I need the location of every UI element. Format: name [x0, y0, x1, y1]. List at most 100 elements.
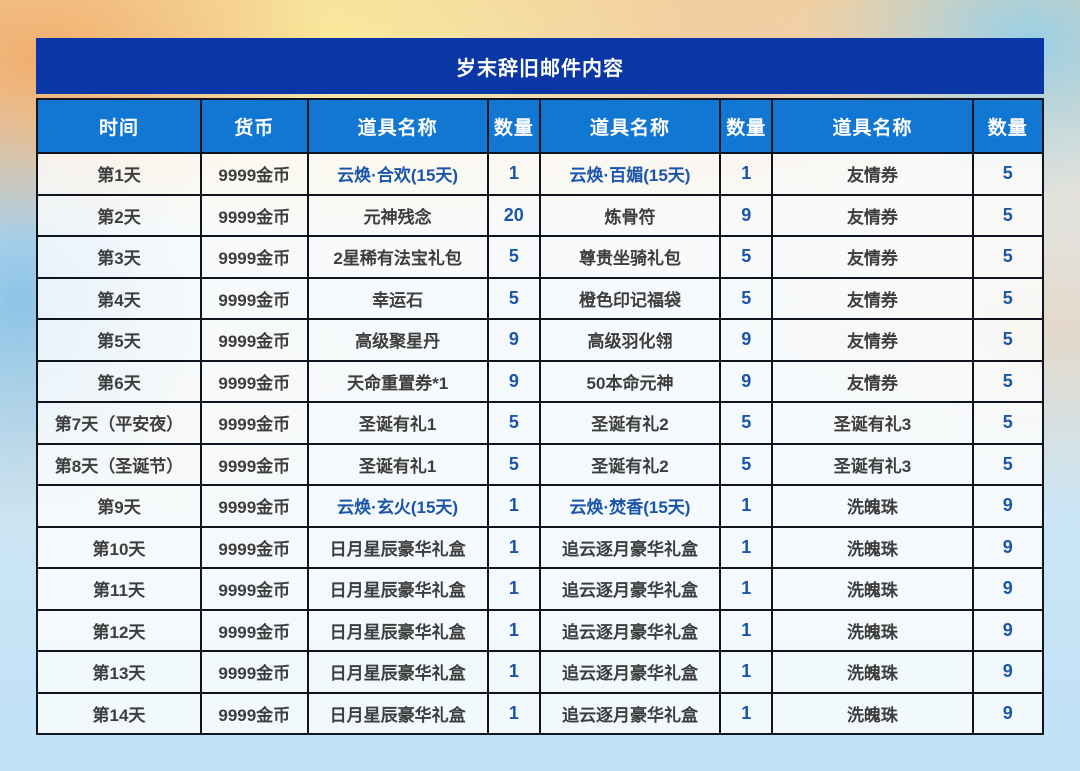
quantity-cell: 9	[971, 484, 1045, 528]
quantity-cell: 5	[971, 235, 1045, 279]
currency-cell: 9999金币	[199, 484, 309, 528]
item-name-cell: 洗魄珠	[771, 484, 974, 528]
time-cell: 第14天	[36, 691, 202, 735]
item-name-cell: 日月星辰豪华礼盒	[306, 567, 489, 611]
currency-cell: 9999金币	[199, 442, 309, 486]
currency-cell: 9999金币	[199, 276, 309, 320]
quantity-cell: 1	[486, 152, 541, 196]
quantity-cell: 1	[486, 567, 541, 611]
table-row: 第14天 9999金币 日月星辰豪华礼盒 1 追云逐月豪华礼盒 1 洗魄珠 9	[36, 691, 1045, 735]
table-title: 岁末辞旧邮件内容	[36, 38, 1044, 94]
quantity-cell: 5	[719, 235, 774, 279]
quantity-cell: 1	[486, 608, 541, 652]
header-item-name-3: 道具名称	[771, 98, 974, 154]
header-quantity-1: 数量	[486, 98, 541, 154]
item-name-cell: 天命重置券*1	[306, 359, 489, 403]
item-name-cell: 追云逐月豪华礼盒	[538, 691, 722, 735]
quantity-cell: 9	[719, 318, 774, 362]
currency-cell: 9999金币	[199, 359, 309, 403]
quantity-cell: 9	[971, 567, 1045, 611]
quantity-cell: 20	[486, 193, 541, 237]
quantity-cell: 9	[486, 359, 541, 403]
currency-cell: 9999金币	[199, 318, 309, 362]
table-row: 第9天 9999金币 云焕·玄火(15天) 1 云焕·焚香(15天) 1 洗魄珠…	[36, 484, 1045, 528]
table-row: 第5天 9999金币 高级聚星丹 9 高级羽化翎 9 友情券 5	[36, 318, 1045, 362]
item-name-cell: 洗魄珠	[771, 567, 974, 611]
item-name-cell: 日月星辰豪华礼盒	[306, 691, 489, 735]
quantity-cell: 1	[719, 608, 774, 652]
currency-cell: 9999金币	[199, 401, 309, 445]
item-name-cell: 圣诞有礼3	[771, 401, 974, 445]
quantity-cell: 5	[719, 401, 774, 445]
quantity-cell: 5	[971, 442, 1045, 486]
reward-table: 时间 货币 道具名称 数量 道具名称 数量 道具名称 数量 第1天 9999金币…	[36, 98, 1045, 735]
quantity-cell: 9	[719, 193, 774, 237]
item-name-cell: 圣诞有礼1	[306, 401, 489, 445]
quantity-cell: 5	[971, 359, 1045, 403]
table-row: 第10天 9999金币 日月星辰豪华礼盒 1 追云逐月豪华礼盒 1 洗魄珠 9	[36, 525, 1045, 569]
time-cell: 第13天	[36, 650, 202, 694]
item-name-cell: 幸运石	[306, 276, 489, 320]
currency-cell: 9999金币	[199, 525, 309, 569]
quantity-cell: 5	[971, 193, 1045, 237]
item-name-cell: 橙色印记福袋	[538, 276, 722, 320]
quantity-cell: 5	[486, 401, 541, 445]
table-row: 第13天 9999金币 日月星辰豪华礼盒 1 追云逐月豪华礼盒 1 洗魄珠 9	[36, 650, 1045, 694]
time-cell: 第9天	[36, 484, 202, 528]
quantity-cell: 5	[486, 442, 541, 486]
currency-cell: 9999金币	[199, 691, 309, 735]
time-cell: 第6天	[36, 359, 202, 403]
item-name-cell: 追云逐月豪华礼盒	[538, 650, 722, 694]
header-item-name-2: 道具名称	[538, 98, 722, 154]
quantity-cell: 5	[971, 401, 1045, 445]
time-cell: 第1天	[36, 152, 202, 196]
header-item-name-1: 道具名称	[306, 98, 489, 154]
header-row: 时间 货币 道具名称 数量 道具名称 数量 道具名称 数量	[36, 98, 1045, 154]
quantity-cell: 5	[971, 318, 1045, 362]
item-name-cell: 洗魄珠	[771, 691, 974, 735]
quantity-cell: 1	[486, 691, 541, 735]
item-name-cell: 洗魄珠	[771, 650, 974, 694]
quantity-cell: 9	[971, 691, 1045, 735]
quantity-cell: 9	[971, 608, 1045, 652]
reward-mail-table: 岁末辞旧邮件内容 时间 货币 道具名称 数量 道具名称 数量 道具名称 数量 第…	[36, 38, 1045, 735]
item-name-cell: 圣诞有礼3	[771, 442, 974, 486]
quantity-cell: 1	[486, 525, 541, 569]
time-cell: 第2天	[36, 193, 202, 237]
table-row: 第8天（圣诞节） 9999金币 圣诞有礼1 5 圣诞有礼2 5 圣诞有礼3 5	[36, 442, 1045, 486]
quantity-cell: 1	[719, 484, 774, 528]
header-currency: 货币	[199, 98, 309, 154]
item-name-cell: 云焕·玄火(15天)	[306, 484, 489, 528]
item-name-cell: 追云逐月豪华礼盒	[538, 608, 722, 652]
item-name-cell: 圣诞有礼2	[538, 401, 722, 445]
table-row: 第1天 9999金币 云焕·合欢(15天) 1 云焕·百媚(15天) 1 友情券…	[36, 152, 1045, 196]
item-name-cell: 圣诞有礼1	[306, 442, 489, 486]
quantity-cell: 1	[486, 650, 541, 694]
item-name-cell: 友情券	[771, 193, 974, 237]
table-row: 第7天（平安夜） 9999金币 圣诞有礼1 5 圣诞有礼2 5 圣诞有礼3 5	[36, 401, 1045, 445]
item-name-cell: 高级聚星丹	[306, 318, 489, 362]
time-cell: 第3天	[36, 235, 202, 279]
time-cell: 第5天	[36, 318, 202, 362]
quantity-cell: 5	[971, 276, 1045, 320]
item-name-cell: 高级羽化翎	[538, 318, 722, 362]
item-name-cell: 友情券	[771, 359, 974, 403]
table-row: 第4天 9999金币 幸运石 5 橙色印记福袋 5 友情券 5	[36, 276, 1045, 320]
currency-cell: 9999金币	[199, 650, 309, 694]
item-name-cell: 洗魄珠	[771, 608, 974, 652]
item-name-cell: 50本命元神	[538, 359, 722, 403]
quantity-cell: 1	[719, 525, 774, 569]
item-name-cell: 友情券	[771, 276, 974, 320]
quantity-cell: 9	[971, 650, 1045, 694]
header-time: 时间	[36, 98, 202, 154]
quantity-cell: 5	[486, 276, 541, 320]
table-row: 第3天 9999金币 2星稀有法宝礼包 5 尊贵坐骑礼包 5 友情券 5	[36, 235, 1045, 279]
item-name-cell: 2星稀有法宝礼包	[306, 235, 489, 279]
quantity-cell: 1	[719, 567, 774, 611]
quantity-cell: 1	[719, 650, 774, 694]
item-name-cell: 日月星辰豪华礼盒	[306, 525, 489, 569]
currency-cell: 9999金币	[199, 193, 309, 237]
currency-cell: 9999金币	[199, 235, 309, 279]
item-name-cell: 云焕·百媚(15天)	[538, 152, 722, 196]
time-cell: 第12天	[36, 608, 202, 652]
